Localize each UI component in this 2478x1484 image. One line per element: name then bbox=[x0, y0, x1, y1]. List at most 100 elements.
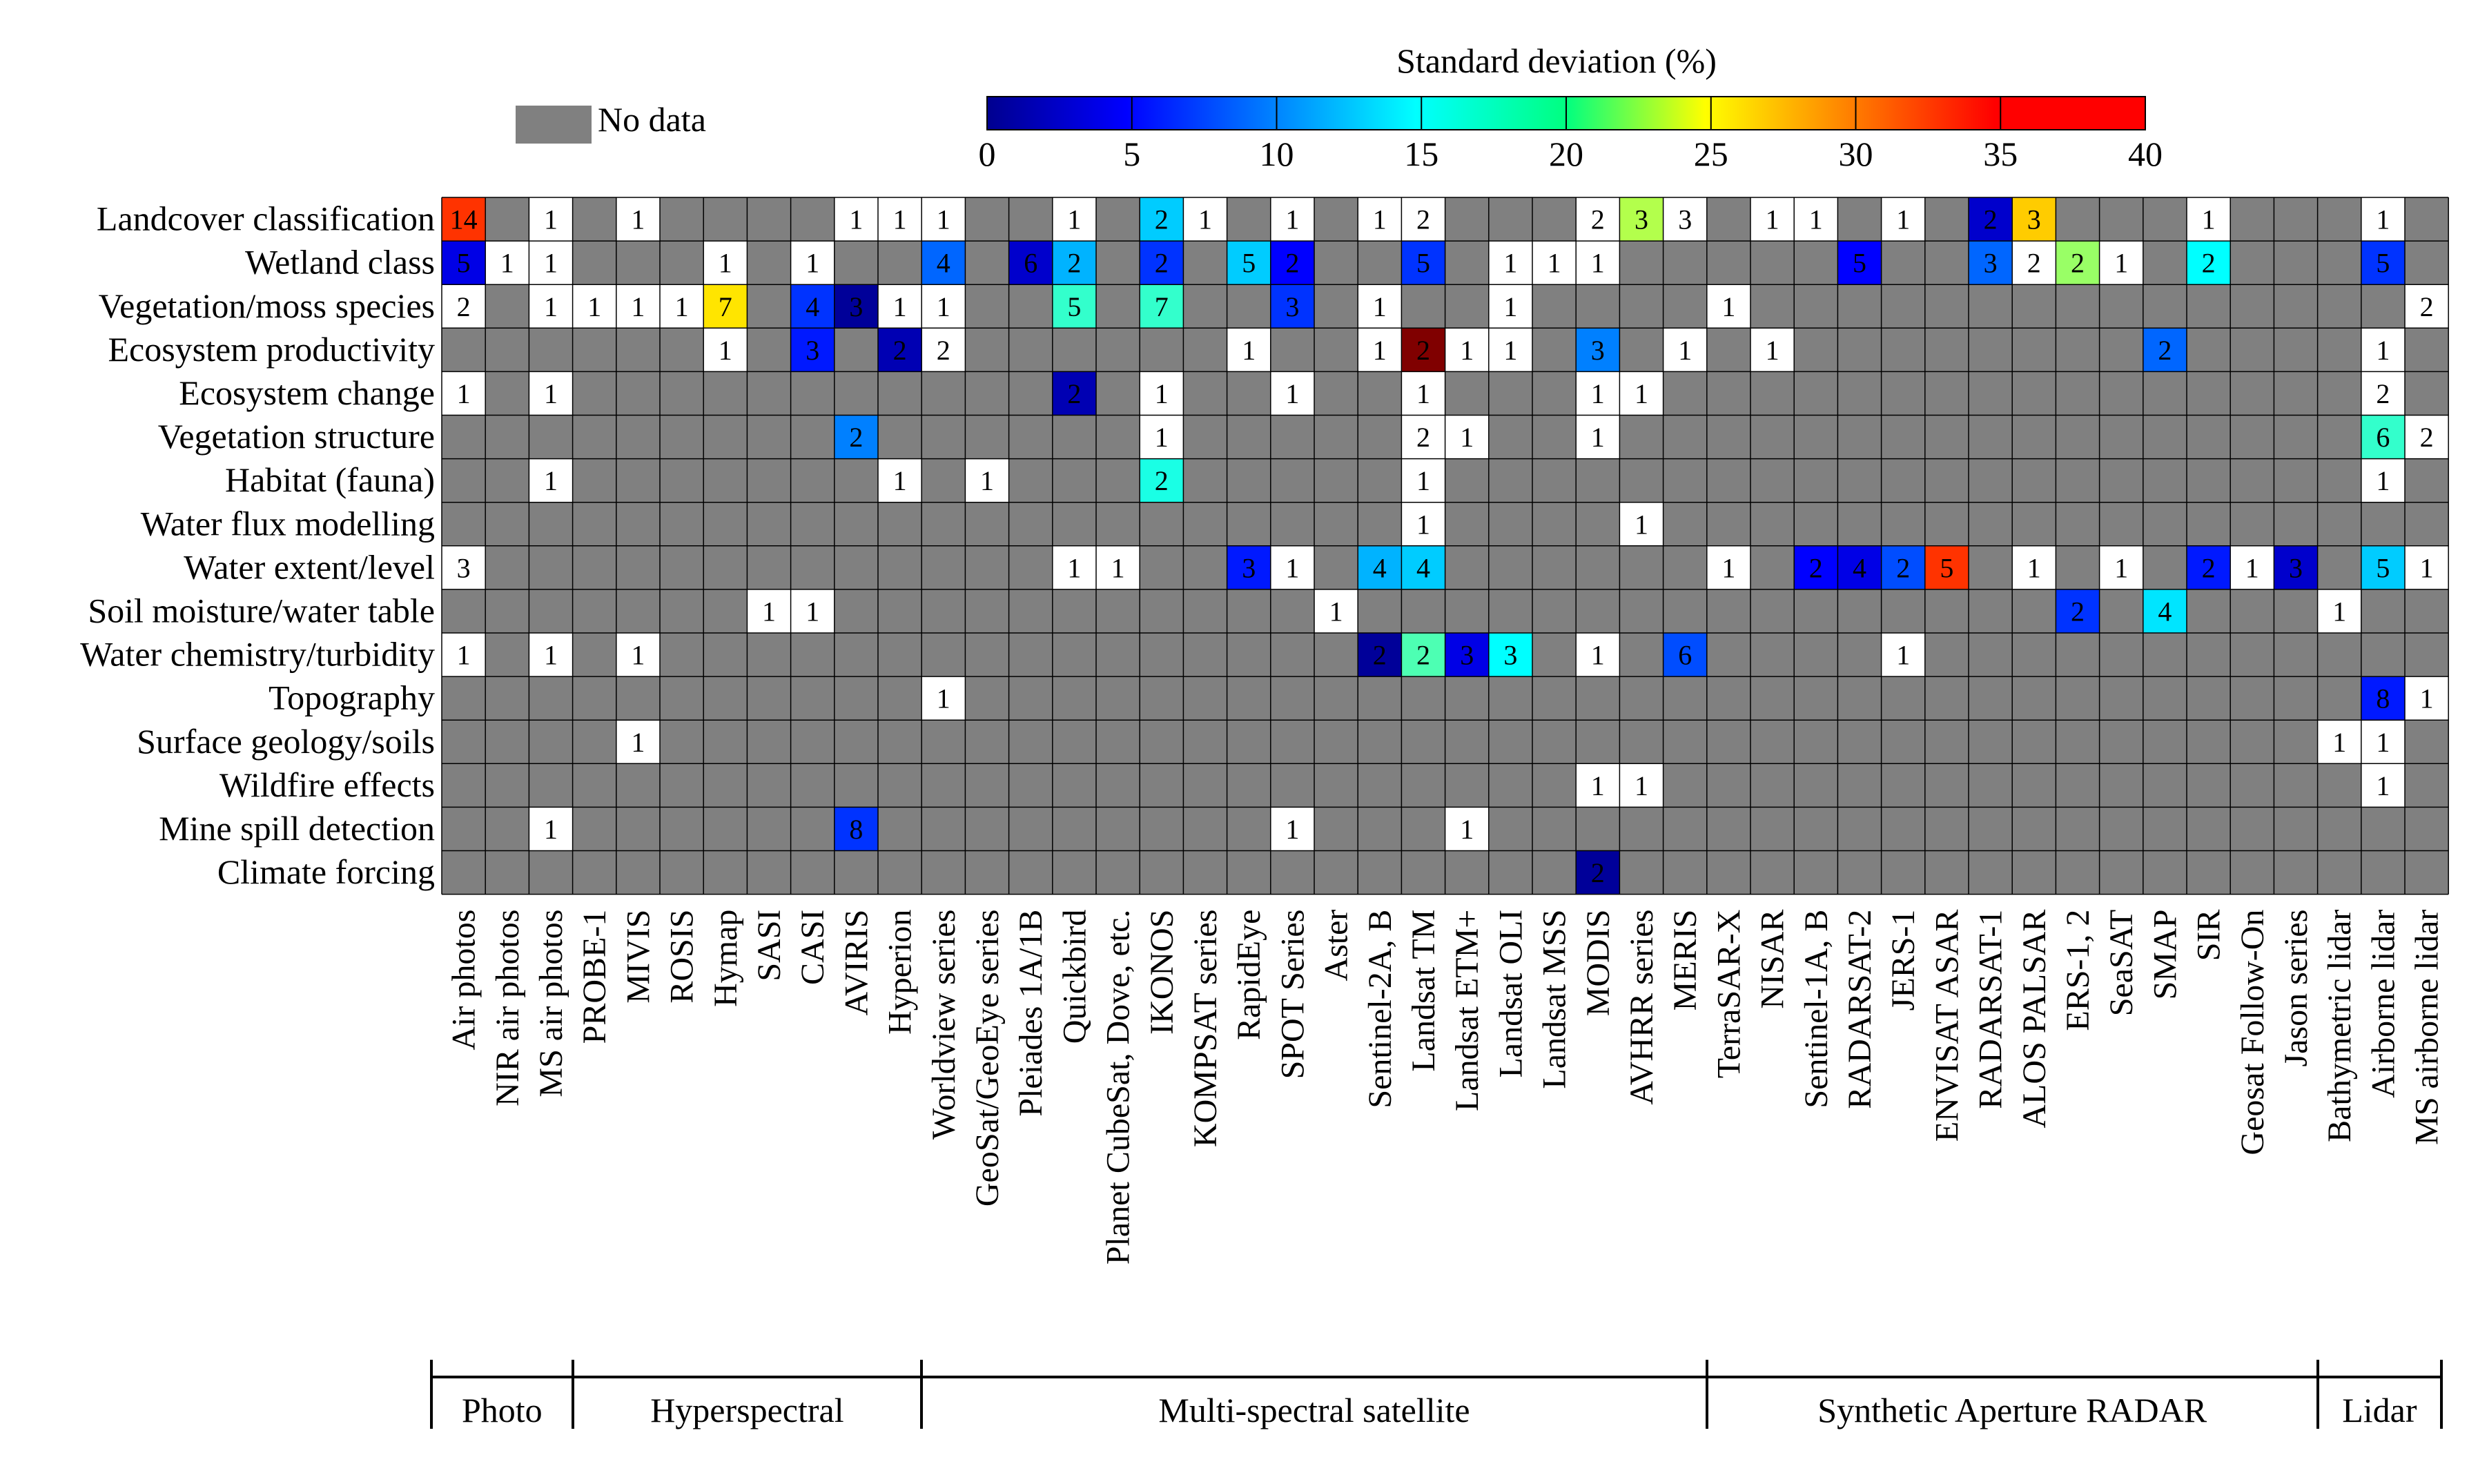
heatmap-cell bbox=[834, 284, 878, 329]
colorbar-tick-label: 10 bbox=[1260, 135, 1294, 173]
heatmap-cell bbox=[1576, 328, 1620, 372]
column-label: Landsat TM bbox=[1405, 910, 1442, 1072]
column-label: Quickbird bbox=[1056, 910, 1093, 1044]
heatmap-cell bbox=[1052, 241, 1096, 285]
heatmap-cell bbox=[2361, 371, 2405, 416]
row-label: Wildfire effects bbox=[219, 765, 435, 804]
cell-count-label: 6 bbox=[1024, 248, 1037, 279]
cell-count-label: 1 bbox=[1111, 552, 1125, 583]
column-label: IKONOS bbox=[1144, 910, 1180, 1035]
heatmap-cell bbox=[2099, 241, 2143, 285]
cell-count-label: 3 bbox=[1635, 204, 1648, 235]
heatmap-cell bbox=[2361, 545, 2405, 589]
column-label: Landsat MSS bbox=[1536, 910, 1573, 1089]
cell-count-label: 1 bbox=[849, 204, 863, 235]
cell-count-label: 1 bbox=[1285, 814, 1299, 845]
column-label: Bathymetric lidar bbox=[2321, 910, 2358, 1142]
colorbar-tick-label: 20 bbox=[1549, 135, 1583, 173]
column-label: NIR air photos bbox=[489, 910, 526, 1106]
cell-count-label: 1 bbox=[2027, 552, 2041, 583]
heatmap-cell bbox=[442, 197, 486, 242]
heatmap-cell bbox=[1270, 545, 1314, 589]
cell-count-label: 2 bbox=[937, 335, 950, 366]
cell-count-label: 1 bbox=[980, 465, 994, 496]
heatmap-cell bbox=[529, 633, 573, 677]
heatmap-cell bbox=[1052, 284, 1096, 329]
heatmap-cell bbox=[2187, 197, 2231, 242]
cell-count-label: 1 bbox=[1416, 465, 1430, 496]
heatmap-cell bbox=[921, 197, 966, 242]
heatmap-cell bbox=[442, 241, 486, 285]
column-label: Hymap bbox=[708, 910, 744, 1007]
heatmap-cell bbox=[790, 328, 835, 372]
heatmap-cell bbox=[660, 284, 704, 329]
row-label: Climate forcing bbox=[217, 852, 435, 891]
cell-count-label: 1 bbox=[544, 814, 558, 845]
heatmap-cell bbox=[790, 241, 835, 285]
cell-count-label: 1 bbox=[1155, 422, 1169, 453]
heatmap-cell bbox=[2405, 676, 2449, 721]
heatmap-cell bbox=[1619, 763, 1664, 808]
heatmap-cell bbox=[1052, 371, 1096, 416]
heatmap-cell bbox=[1140, 415, 1184, 459]
column-label: MS airborne lidar bbox=[2409, 910, 2446, 1145]
cell-count-label: 5 bbox=[1940, 552, 1953, 583]
heatmap-cell bbox=[529, 284, 573, 329]
cell-count-label: 2 bbox=[2071, 248, 2085, 279]
column-label: Landsat ETM+ bbox=[1449, 910, 1485, 1111]
heatmap-cell bbox=[1270, 807, 1314, 851]
cell-count-label: 1 bbox=[1809, 204, 1823, 235]
heatmap-cell bbox=[1314, 589, 1358, 633]
heatmap-cell bbox=[2405, 284, 2449, 329]
heatmap-cell bbox=[2361, 763, 2405, 808]
row-label: Landcover classification bbox=[97, 199, 435, 238]
heatmap-cell bbox=[1488, 633, 1532, 677]
heatmap-cell bbox=[878, 458, 922, 502]
heatmap-cell bbox=[1576, 197, 1620, 242]
cell-count-label: 1 bbox=[1591, 248, 1605, 279]
heatmap-cell bbox=[1837, 545, 1882, 589]
cell-count-label: 2 bbox=[2027, 248, 2041, 279]
column-label: SPOT Series bbox=[1274, 910, 1311, 1080]
column-label: Aster bbox=[1318, 910, 1355, 982]
cell-count-label: 1 bbox=[631, 204, 645, 235]
heatmap-cell bbox=[1837, 241, 1882, 285]
heatmap-cell bbox=[485, 241, 529, 285]
heatmap-cell bbox=[1183, 197, 1227, 242]
heatmap-cell bbox=[1401, 197, 1445, 242]
cell-count-label: 1 bbox=[544, 291, 558, 322]
heatmap-cell bbox=[1270, 284, 1314, 329]
cell-count-label: 1 bbox=[2420, 683, 2434, 714]
heatmap-cell bbox=[1140, 371, 1184, 416]
heatmap-cell bbox=[1750, 197, 1795, 242]
heatmap-cell bbox=[1140, 458, 1184, 502]
cell-count-label: 2 bbox=[2071, 596, 2085, 627]
heatmap-cell bbox=[2187, 241, 2231, 285]
cell-count-label: 1 bbox=[544, 204, 558, 235]
cell-count-label: 1 bbox=[2202, 204, 2216, 235]
cell-count-label: 4 bbox=[1373, 552, 1387, 583]
cell-count-label: 1 bbox=[2376, 204, 2390, 235]
column-label: GeoSat/GeoEye series bbox=[969, 910, 1006, 1207]
heatmap-cell bbox=[2361, 197, 2405, 242]
cell-count-label: 7 bbox=[719, 291, 732, 322]
heatmap-cell bbox=[1706, 545, 1750, 589]
heatmap-cell bbox=[1576, 850, 1620, 895]
cell-count-label: 1 bbox=[457, 378, 471, 409]
cell-count-label: 1 bbox=[937, 204, 950, 235]
heatmap-cell bbox=[1358, 633, 1402, 677]
cell-count-label: 2 bbox=[849, 422, 863, 453]
cell-count-label: 1 bbox=[1591, 378, 1605, 409]
column-label: Worldview series bbox=[926, 910, 962, 1140]
cell-count-label: 1 bbox=[1155, 378, 1169, 409]
heatmap-cell bbox=[442, 371, 486, 416]
column-label: ERS-1, 2 bbox=[2060, 910, 2096, 1031]
heatmap-cell bbox=[1445, 328, 1489, 372]
column-label: RADARSAT-1 bbox=[1973, 910, 2009, 1109]
cell-count-label: 5 bbox=[2376, 552, 2390, 583]
cell-count-label: 2 bbox=[2202, 248, 2216, 279]
row-label: Ecosystem productivity bbox=[108, 330, 435, 369]
row-label: Vegetation/moss species bbox=[99, 286, 435, 325]
cell-count-label: 2 bbox=[1896, 552, 1910, 583]
heatmap-cell bbox=[965, 458, 1009, 502]
